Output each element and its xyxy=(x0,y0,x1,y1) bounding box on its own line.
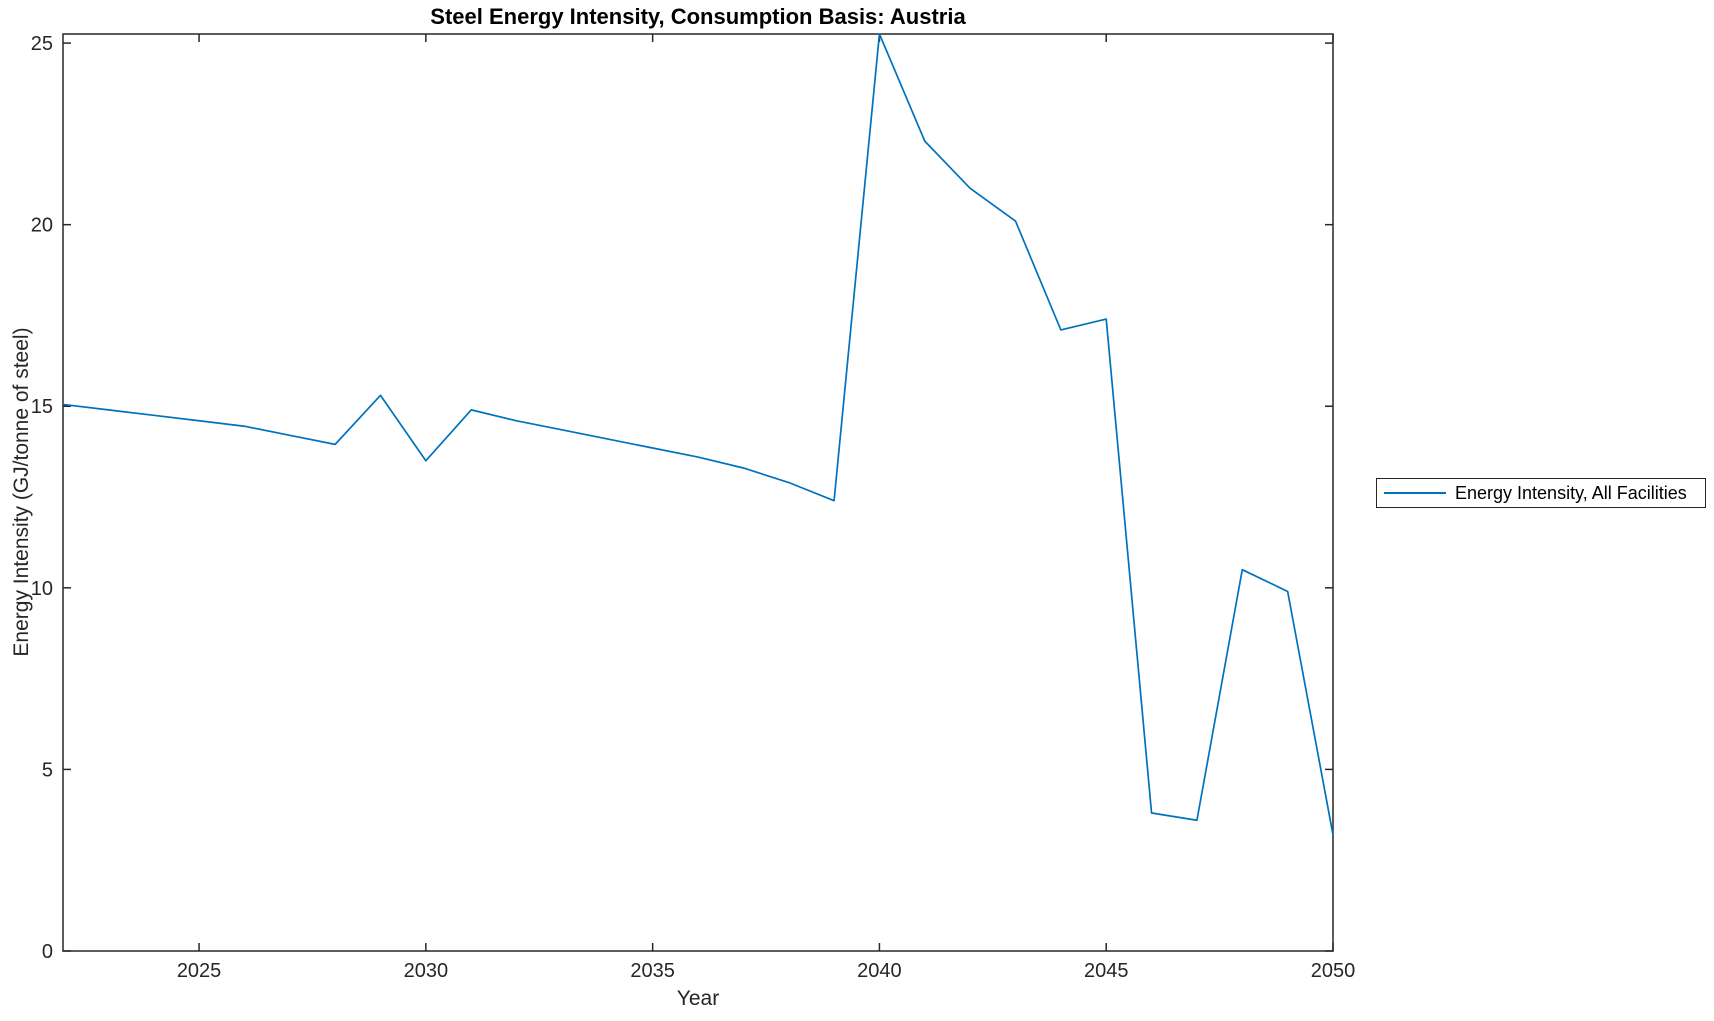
y-tick-label: 5 xyxy=(42,759,53,781)
x-tick-label: 2030 xyxy=(404,960,449,982)
y-tick-label: 0 xyxy=(42,941,53,963)
x-tick-label: 2040 xyxy=(857,960,902,982)
legend-entry-label: Energy Intensity, All Facilities xyxy=(1455,482,1687,503)
y-tick-label: 25 xyxy=(31,33,53,55)
legend: Energy Intensity, All Facilities xyxy=(1376,478,1706,508)
chart-title: Steel Energy Intensity, Consumption Basi… xyxy=(430,4,966,29)
x-tick-label: 2025 xyxy=(177,960,222,982)
plot-box xyxy=(62,33,1334,952)
legend-line-sample xyxy=(1384,492,1446,494)
y-tick-label: 20 xyxy=(31,215,53,237)
x-tick-label: 2035 xyxy=(630,960,675,982)
y-tick-label: 15 xyxy=(31,396,53,418)
y-tick-label: 10 xyxy=(31,578,53,600)
x-tick-label: 2050 xyxy=(1311,960,1356,982)
x-tick-label: 2045 xyxy=(1084,960,1129,982)
series-line xyxy=(62,33,1334,836)
y-axis-label: Energy Intensity (GJ/tonne of steel) xyxy=(10,327,33,657)
x-axis-label: Year xyxy=(676,987,720,1010)
